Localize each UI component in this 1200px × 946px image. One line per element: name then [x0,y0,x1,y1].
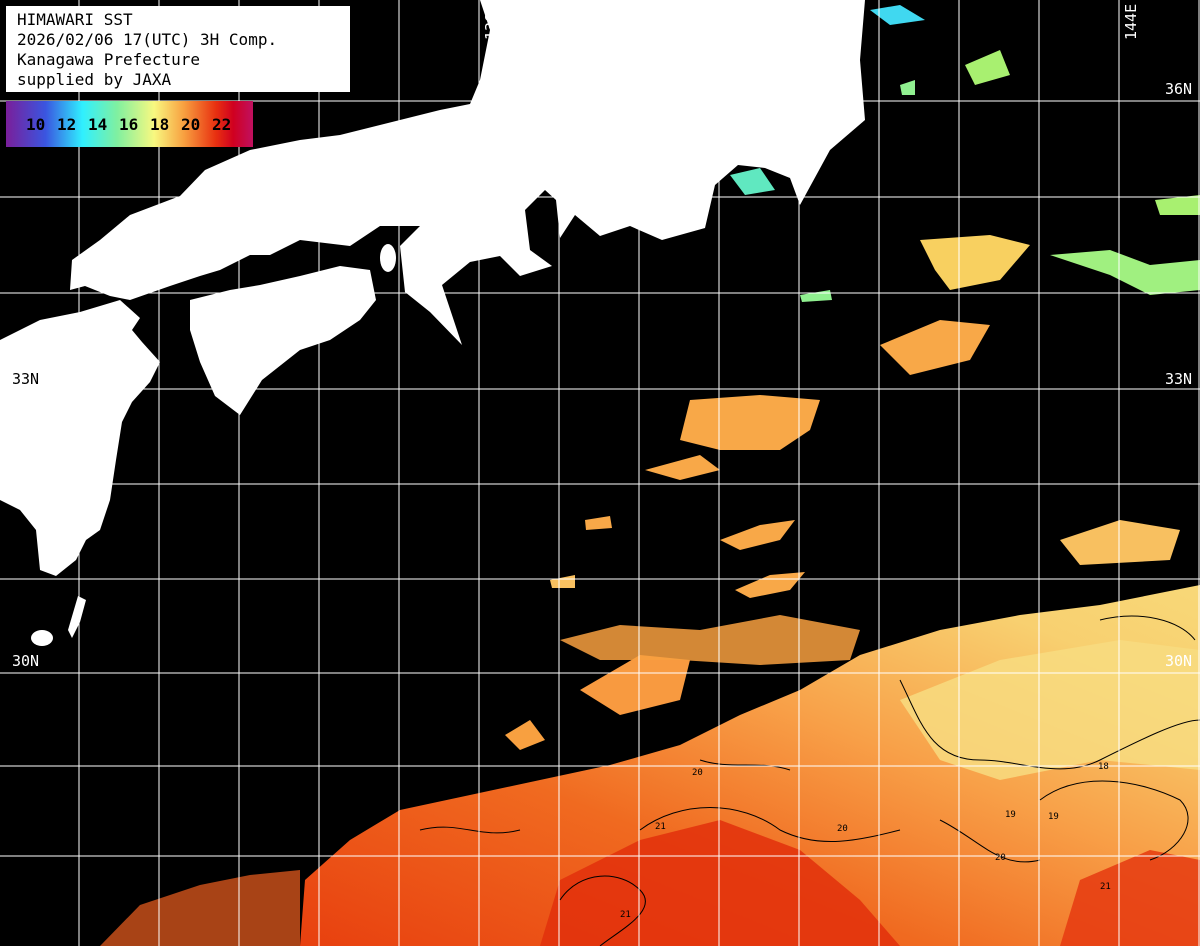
sst-patch [550,575,575,588]
yakushima [31,630,53,646]
sst-patch [920,235,1030,290]
lon-label-136e: 136E [482,3,500,40]
lat-label-33n-right: 33N [1165,370,1193,388]
scale-tick: 10 [26,114,46,134]
scale-tick: 20 [181,114,201,134]
shikoku [190,266,376,415]
land [0,0,865,646]
sst-patch [1060,520,1180,565]
scale-tick: 14 [88,114,108,134]
contour-label: 19 [1005,810,1016,820]
sst-patch [730,168,775,195]
scale-tick: 16 [119,114,139,134]
contour-label: 21 [1100,882,1111,892]
sst-patch [505,720,545,750]
scale-tick: 22 [212,114,232,134]
cool-tongue [900,640,1200,780]
title-box: HIMAWARI SST 2026/02/06 17(UTC) 3H Comp.… [6,6,350,92]
contour-label: 21 [620,910,631,920]
contour-label: 20 [995,853,1006,863]
contour-label: 18 [1098,762,1109,772]
sst-patch [900,80,915,95]
color-scale-legend: 10 12 14 16 18 20 22 [6,101,253,147]
sst-patch [585,516,612,530]
provider-org: Kanagawa Prefecture [17,50,201,69]
lat-label-30n-right: 30N [1165,652,1193,670]
isotherm-contours [419,615,1200,946]
sst-patch [645,455,720,480]
lon-label-144e: 144E [1122,3,1140,40]
timestamp: 2026/02/06 17(UTC) 3H Comp. [17,30,278,49]
awaji [380,244,396,272]
contour-label: 20 [837,824,848,834]
sst-patch [800,290,832,302]
sst-patch [1050,250,1200,295]
warm-core-red [540,820,900,946]
sst-patch [720,520,795,550]
product-title: HIMAWARI SST [17,10,133,29]
sst-patch [1155,195,1200,215]
sst-patch [735,572,805,598]
lat-label-30n-left: 30N [12,652,40,670]
lat-label-36n: 36N [1165,80,1193,98]
sst-patch [965,50,1010,85]
sst-patch [560,615,860,665]
honshu [70,0,865,345]
sst-patch [100,870,300,946]
contour-label: 21 [655,822,666,832]
contour-label: 20 [692,768,703,778]
data-source: supplied by JAXA [17,70,172,89]
contour-label: 19 [1048,812,1059,822]
sst-patch [880,320,990,375]
kyushu [0,300,160,576]
sst-patch [580,655,690,715]
scale-tick: 12 [57,114,77,134]
lat-label-33n-left: 33N [12,370,40,388]
tanegashima [68,596,86,638]
sst-patch [870,5,925,25]
scale-tick: 18 [150,114,170,134]
sst-patch [680,395,820,450]
warm-core-red-east [1060,850,1200,946]
